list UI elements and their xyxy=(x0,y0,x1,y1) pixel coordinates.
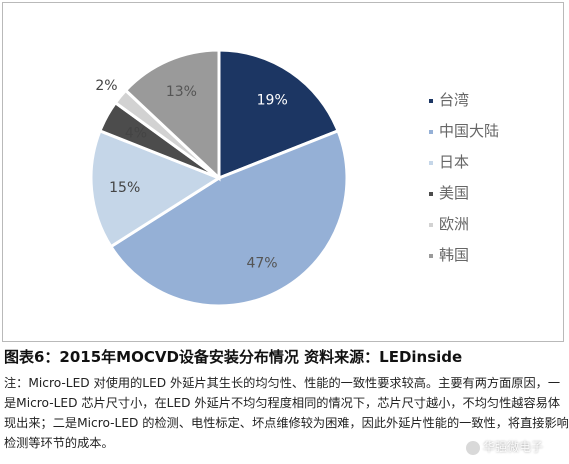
legend-item-0: 台湾 xyxy=(429,89,499,120)
chart-frame: 19% 47% 15% 4% 2% 13% 台湾中国大陆日本美国欧洲韩国 xyxy=(2,2,564,342)
legend-label: 美国 xyxy=(439,184,470,202)
slice-label-5: 13% xyxy=(166,84,197,100)
watermark-text: 华强微电子 xyxy=(483,440,544,454)
pie-slice-1 xyxy=(108,128,349,308)
legend-item-2: 日本 xyxy=(429,151,499,182)
slice-label-0: 19% xyxy=(257,93,288,109)
slice-label-2: 15% xyxy=(109,180,140,196)
legend-bullet-icon xyxy=(429,253,433,258)
pie-chart: 19% 47% 15% 4% 2% 13% xyxy=(89,48,349,308)
pie-slice-2 xyxy=(89,128,223,249)
legend-item-1: 中国大陆 xyxy=(429,120,499,151)
legend-item-4: 欧洲 xyxy=(429,213,499,244)
legend-bullet-icon xyxy=(429,160,433,165)
pie-slice-0 xyxy=(217,48,340,181)
watermark: 华强微电子 xyxy=(466,438,543,455)
legend-bullet-icon xyxy=(429,191,433,196)
legend-bullet-icon xyxy=(429,129,433,134)
legend-item-3: 美国 xyxy=(429,182,499,213)
legend-label: 台湾 xyxy=(439,91,470,109)
legend-bullet-icon xyxy=(429,222,433,227)
slice-label-1: 47% xyxy=(246,255,277,271)
slice-label-3: 4% xyxy=(125,125,147,141)
watermark-logo-icon xyxy=(466,440,480,455)
legend-label: 日本 xyxy=(439,153,470,171)
legend-label: 欧洲 xyxy=(439,215,470,233)
legend-label: 韩国 xyxy=(439,246,470,264)
figure-note: 注：Micro-LED 对使用的LED 外延片其生长的均匀性、性能的一致性要求较… xyxy=(4,376,569,450)
legend-item-5: 韩国 xyxy=(429,244,499,275)
figure-caption: 图表6：2015年MOCVD设备安装分布情况 资料来源：LEDinside xyxy=(4,348,463,366)
legend-label: 中国大陆 xyxy=(439,122,500,140)
chart-legend: 台湾中国大陆日本美国欧洲韩国 xyxy=(429,89,499,275)
slice-label-4: 2% xyxy=(95,78,117,94)
legend-bullet-icon xyxy=(429,98,433,103)
pie-slice-5 xyxy=(123,48,221,182)
